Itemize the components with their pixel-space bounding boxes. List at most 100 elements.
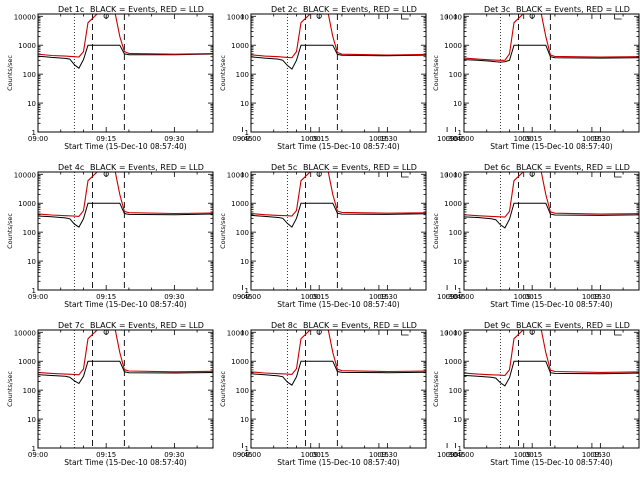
panel-title: Det 5c <box>271 163 297 172</box>
x-tick-label: 09:15 <box>522 135 542 143</box>
series-group <box>38 172 213 228</box>
detector-panel: 1 10 100 1000 10000 09:00 09:15 09:30 09:45 10:00… <box>6 321 457 467</box>
y-tick-label: 10 <box>453 258 462 266</box>
panel-title: Det 6c <box>484 163 510 172</box>
series-line-events <box>251 44 426 70</box>
plot-frame <box>463 13 640 133</box>
y-tick-label: 1 <box>245 129 249 137</box>
y-axis-label: Counts/sec <box>219 371 227 407</box>
y-tick-label: 1 <box>458 445 462 453</box>
corner-marker <box>401 330 409 336</box>
peak-marker-circle <box>103 13 109 19</box>
x-tick-label: 09:30 <box>164 135 184 143</box>
plot-frame <box>37 13 214 133</box>
plot-frame <box>250 329 427 449</box>
x-tick-label: 09:00 <box>454 135 474 143</box>
y-tick-label: 1 <box>32 445 36 453</box>
series-line-lld <box>38 172 213 217</box>
x-tick-label: 10:15 <box>582 293 602 301</box>
y-tick-label: 10000 <box>14 171 36 179</box>
detector-panel: 1 10 100 1000 10000 09:00 09:15 09:30 09:45 10:00… <box>6 163 457 309</box>
series-line-lld <box>251 14 426 59</box>
x-tick-label: 09:30 <box>590 293 610 301</box>
x-tick-label: 09:15 <box>522 293 542 301</box>
y-tick-label: 1000 <box>18 200 36 208</box>
panel-legend-text: BLACK = Events, RED = LLD <box>90 163 204 172</box>
panel-title: Det 8c <box>271 321 297 330</box>
y-tick-label: 1 <box>458 287 462 295</box>
peak-marker-circle <box>316 13 322 19</box>
detector-panel: 1 10 100 1000 10000 09:00 09:15 09:30 09:45 10:00… <box>432 321 640 467</box>
panel-legend-text: BLACK = Events, RED = LLD <box>303 163 417 172</box>
corner-marker <box>401 172 409 178</box>
x-tick-label: 09:45 <box>445 293 465 301</box>
x-tick-label: 09:00 <box>241 135 261 143</box>
peak-marker-circle <box>529 13 535 19</box>
panel-title: Det 7c <box>58 321 84 330</box>
y-tick-label: 10000 <box>227 329 249 337</box>
y-axis-label: Counts/sec <box>432 55 440 91</box>
x-tick-label: 10:00 <box>301 135 321 143</box>
x-tick-label: 09:30 <box>377 135 397 143</box>
series-line-lld <box>464 330 639 377</box>
y-tick-label: 1 <box>32 287 36 295</box>
series-group <box>464 172 639 229</box>
x-tick-label: 09:00 <box>241 451 261 459</box>
y-tick-label: 1000 <box>444 358 462 366</box>
x-axis-label: Start Time (15-Dec-10 08:57:40) <box>277 142 399 151</box>
y-tick-label: 100 <box>236 229 249 237</box>
x-tick-label: 10:00 <box>301 293 321 301</box>
x-axis-label: Start Time (15-Dec-10 08:57:40) <box>277 300 399 309</box>
x-axis-label: Start Time (15-Dec-10 08:57:40) <box>490 142 612 151</box>
peak-marker-circle <box>103 329 109 335</box>
y-tick-label: 100 <box>449 387 462 395</box>
plot-frame <box>463 329 640 449</box>
y-tick-label: 100 <box>23 71 36 79</box>
series-line-lld <box>38 14 213 58</box>
x-tick-label: 09:15 <box>309 451 329 459</box>
y-tick-label: 1000 <box>231 42 249 50</box>
y-tick-label: 100 <box>449 71 462 79</box>
series-line-events <box>464 202 639 229</box>
x-axis-label: Start Time (15-Dec-10 08:57:40) <box>490 300 612 309</box>
panel-title: Det 1c <box>58 5 84 14</box>
y-tick-label: 10000 <box>440 13 462 21</box>
y-tick-label: 10 <box>453 416 462 424</box>
x-tick-label: 09:45 <box>232 135 252 143</box>
y-axis-label: Counts/sec <box>219 213 227 249</box>
series-group <box>251 14 426 70</box>
y-tick-label: 10 <box>240 100 249 108</box>
y-tick-label: 10 <box>453 100 462 108</box>
x-tick-label: 09:15 <box>96 135 116 143</box>
series-group <box>251 330 426 386</box>
detector-panel: 1 10 100 1000 10000 09:00 09:15 09:30 09:45 10:00… <box>219 163 622 309</box>
plot-frame <box>463 171 640 291</box>
panel-title: Det 2c <box>271 5 297 14</box>
detector-panel: 1 10 100 1000 10000 09:00 09:15 09:30 09:45 10:00… <box>432 163 640 309</box>
x-axis-label: Start Time (15-Dec-10 08:57:40) <box>64 142 186 151</box>
y-tick-label: 100 <box>23 229 36 237</box>
y-tick-label: 1 <box>245 287 249 295</box>
y-tick-label: 10000 <box>440 171 462 179</box>
x-tick-label: 10:15 <box>582 135 602 143</box>
series-group <box>251 172 426 228</box>
y-tick-label: 10 <box>27 258 36 266</box>
panel-legend-text: BLACK = Events, RED = LLD <box>516 321 630 330</box>
plot-frame <box>37 171 214 291</box>
panel-title: Det 9c <box>484 321 510 330</box>
y-tick-label: 1000 <box>444 200 462 208</box>
detector-panel: 1 10 100 1000 10000 09:00 09:15 09:30 09:45 10:00… <box>219 5 622 151</box>
y-tick-label: 100 <box>23 387 36 395</box>
series-line-events <box>38 44 213 69</box>
y-axis-label: Counts/sec <box>6 213 14 249</box>
x-tick-label: 09:30 <box>377 293 397 301</box>
y-tick-label: 1 <box>32 129 36 137</box>
y-tick-label: 10000 <box>227 13 249 21</box>
y-axis-label: Counts/sec <box>432 371 440 407</box>
series-line-events <box>464 360 639 387</box>
y-tick-label: 100 <box>236 71 249 79</box>
x-axis-label: Start Time (15-Dec-10 08:57:40) <box>64 300 186 309</box>
x-tick-label: 09:00 <box>454 451 474 459</box>
y-tick-label: 100 <box>236 387 249 395</box>
series-line-lld <box>251 330 426 375</box>
